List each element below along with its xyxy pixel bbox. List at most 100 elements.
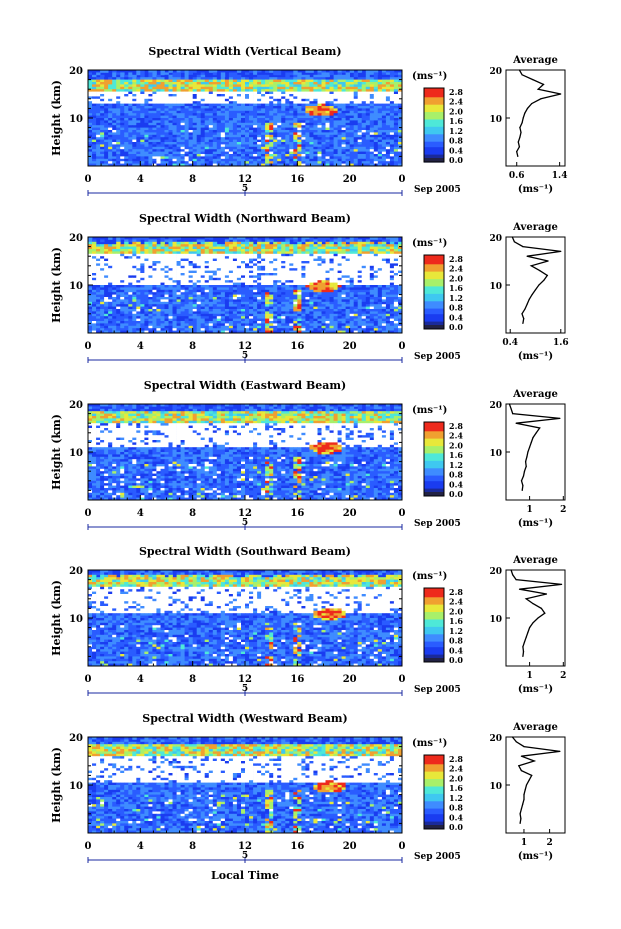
heatmap-cells <box>88 70 402 166</box>
heatmap-gap-cell <box>289 271 293 274</box>
heatmap-cell <box>362 149 366 152</box>
heatmap-gap-cell <box>366 280 370 283</box>
heatmap-gap-cell <box>318 261 322 264</box>
heatmap-cell <box>193 140 197 143</box>
heatmap-cell <box>330 247 334 250</box>
heatmap-cell <box>173 108 177 111</box>
heatmap-cell <box>358 84 362 87</box>
heatmap-cell <box>185 108 189 111</box>
heatmap-cell <box>277 249 281 252</box>
heatmap-gap-cell <box>386 275 390 278</box>
heatmap-cell <box>209 147 213 150</box>
heatmap-cell <box>213 113 217 116</box>
heatmap-cell <box>185 152 189 155</box>
heatmap-gap-cell <box>217 263 221 266</box>
heatmap-cell <box>197 106 201 109</box>
heatmap-gap-cell <box>390 94 394 97</box>
heatmap-gap-cell <box>326 261 330 264</box>
heatmap-cell <box>394 247 398 250</box>
heatmap-cell <box>201 152 205 155</box>
heatmap-cell <box>265 125 269 128</box>
heatmap-cell <box>193 137 197 140</box>
heatmap-cell <box>358 159 362 162</box>
heatmap-cell <box>116 125 120 128</box>
heatmap-cell <box>140 72 144 75</box>
heatmap-cell <box>370 106 374 109</box>
heatmap-cell <box>152 287 156 290</box>
heatmap-cell <box>108 125 112 128</box>
heatmap-gap-cell <box>249 278 253 281</box>
heatmap-cell <box>338 285 342 288</box>
heatmap-gap-cell <box>193 275 197 278</box>
heatmap-cell <box>120 135 124 138</box>
heatmap-gap-cell <box>390 259 394 262</box>
heatmap-cell <box>201 89 205 92</box>
heatmap-cell <box>144 130 148 133</box>
heatmap-cell <box>156 106 160 109</box>
heatmap-cell <box>382 247 386 250</box>
heatmap-cell <box>173 144 177 147</box>
heatmap-gap-cell <box>161 94 165 97</box>
heatmap-cell <box>277 111 281 114</box>
heatmap-cell <box>193 283 197 286</box>
heatmap-cell <box>229 72 233 75</box>
heatmap-cell <box>132 135 136 138</box>
heatmap-gap-cell <box>318 125 322 128</box>
heatmap-gap-cell <box>350 271 354 274</box>
heatmap-cell <box>330 242 334 245</box>
heatmap-cell <box>338 154 342 157</box>
heatmap-cell <box>165 156 169 159</box>
heatmap-gap-cell <box>209 266 213 269</box>
heatmap-gap-cell <box>140 283 144 286</box>
heatmap-cell <box>318 161 322 164</box>
heatmap-cell <box>354 152 358 155</box>
heatmap-gap-cell <box>253 266 257 269</box>
heatmap-cell <box>100 292 104 295</box>
heatmap-cell <box>358 239 362 242</box>
heatmap-cell <box>165 144 169 147</box>
heatmap-gap-cell <box>322 92 326 95</box>
heatmap-cell <box>177 140 181 143</box>
heatmap-cell <box>261 144 265 147</box>
heatmap-cell <box>289 263 293 266</box>
heatmap-cell <box>201 120 205 123</box>
heatmap-gap-cell <box>265 96 269 99</box>
heatmap-cell <box>152 82 156 85</box>
heatmap-cell <box>293 249 297 252</box>
heatmap-cell <box>104 77 108 80</box>
heatmap-cell <box>309 251 313 254</box>
heatmap-cell <box>350 249 354 252</box>
heatmap-cell <box>261 147 265 150</box>
heatmap-cell <box>128 152 132 155</box>
heatmap-gap-cell <box>209 256 213 259</box>
heatmap-cell <box>177 142 181 145</box>
heatmap-cell <box>229 130 233 133</box>
heatmap-cell <box>233 140 237 143</box>
heatmap-gap-cell <box>378 96 382 99</box>
heatmap-gap-cell <box>386 266 390 269</box>
heatmap-gap-cell <box>205 263 209 266</box>
heatmap-gap-cell <box>346 99 350 102</box>
heatmap-gap-cell <box>225 254 229 257</box>
heatmap-cell <box>189 123 193 126</box>
heatmap-cell <box>245 82 249 85</box>
heatmap-gap-cell <box>241 263 245 266</box>
heatmap-cell <box>181 259 185 262</box>
heatmap-cell <box>156 111 160 114</box>
heatmap-cell <box>108 285 112 288</box>
heatmap-cell <box>116 159 120 162</box>
heatmap-cell <box>382 123 386 126</box>
heatmap-cell <box>326 280 330 283</box>
heatmap-cell <box>313 80 317 83</box>
heatmap-gap-cell <box>245 259 249 262</box>
heatmap-gap-cell <box>261 261 265 264</box>
heatmap-gap-cell <box>124 280 128 283</box>
heatmap-cell <box>382 72 386 75</box>
heatmap-cell <box>177 290 181 293</box>
heatmap-gap-cell <box>313 96 317 99</box>
heatmap-cell <box>346 89 350 92</box>
heatmap-gap-cell <box>301 101 305 104</box>
heatmap-cell <box>116 116 120 119</box>
heatmap-cell <box>193 116 197 119</box>
heatmap-cell <box>96 108 100 111</box>
